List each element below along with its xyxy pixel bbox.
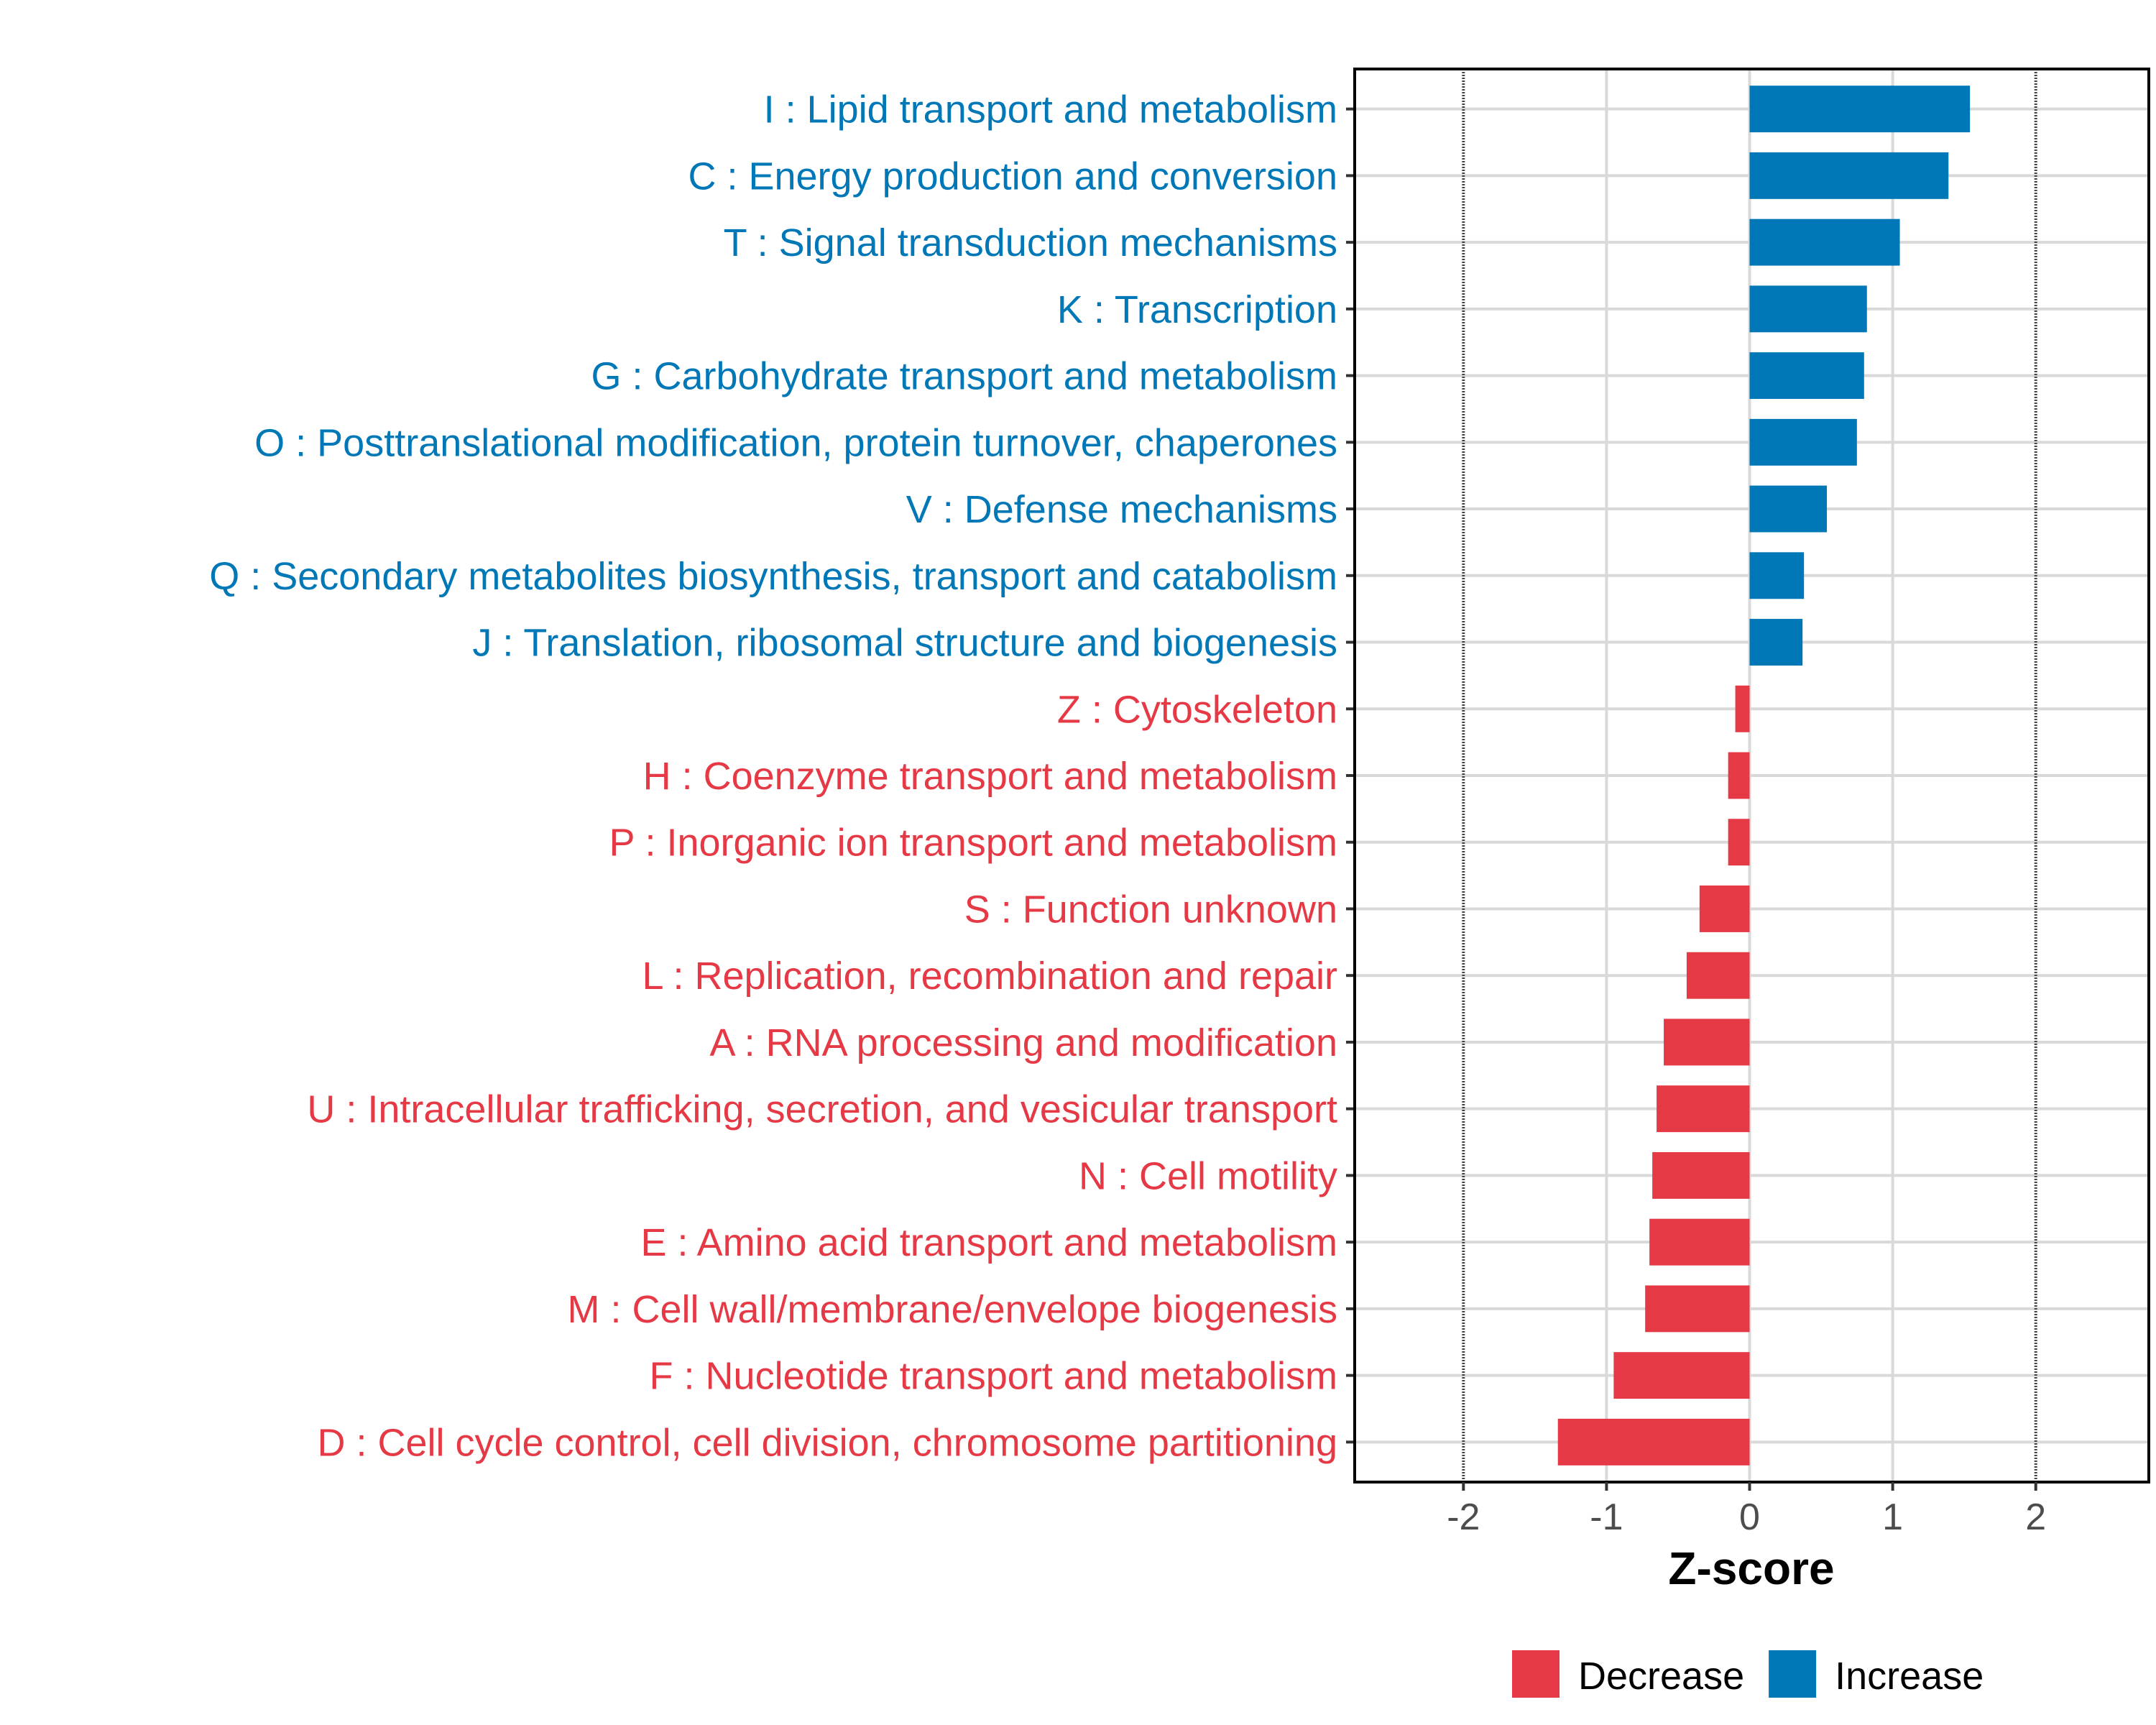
- bar: [1749, 152, 1949, 199]
- category-label: N : Cell motility: [1079, 1154, 1337, 1197]
- category-label: E : Amino acid transport and metabolism: [641, 1221, 1337, 1264]
- panel-border: [1353, 68, 2150, 1484]
- bar: [1749, 86, 1971, 133]
- x-axis: -2 -1 0 1 2: [1353, 68, 2150, 1538]
- bar: [1749, 485, 1828, 533]
- category-label: P : Inorganic ion transport and metaboli…: [609, 822, 1337, 865]
- legend-swatch: [1769, 1650, 1817, 1698]
- bar: [1657, 1085, 1750, 1133]
- category-label: T : Signal transduction mechanisms: [724, 221, 1337, 264]
- bar: [1749, 218, 1900, 266]
- bar: [1613, 1352, 1750, 1399]
- bar: [1749, 285, 1867, 333]
- category-label: U : Intracellular trafficking, secretion…: [307, 1088, 1337, 1131]
- bar: [1699, 886, 1750, 932]
- bar: [1652, 1151, 1750, 1199]
- x-tick-label: 0: [1739, 1496, 1760, 1538]
- category-label: D : Cell cycle control, cell division, c…: [317, 1421, 1337, 1464]
- bar: [1749, 418, 1857, 466]
- legend-label: Decrease: [1578, 1655, 1744, 1698]
- x-axis-title: Z-score: [1668, 1542, 1834, 1594]
- legend-swatch: [1512, 1650, 1560, 1698]
- category-label: G : Carbohydrate transport and metabolis…: [591, 355, 1338, 398]
- bar: [1749, 352, 1864, 400]
- bar: [1686, 952, 1750, 999]
- category-label: S : Function unknown: [964, 888, 1337, 931]
- bar: [1664, 1018, 1750, 1066]
- x-tick-label: 2: [2025, 1496, 2046, 1538]
- category-label: I : Lipid transport and metabolism: [764, 88, 1337, 132]
- category-label: F : Nucleotide transport and metabolism: [650, 1355, 1337, 1398]
- category-label: O : Posttranslational modification, prot…: [254, 421, 1337, 464]
- category-labels: I : Lipid transport and metabolism C : En…: [209, 88, 1355, 1464]
- bar: [1649, 1218, 1750, 1266]
- legend: Decrease Increase: [1512, 1650, 1984, 1698]
- x-tick-label: -1: [1590, 1496, 1623, 1538]
- category-label: M : Cell wall/membrane/envelope biogenes…: [567, 1288, 1337, 1331]
- bars-layer: [1557, 86, 1971, 1466]
- bar: [1749, 552, 1805, 599]
- category-label: J : Translation, ribosomal structure and…: [472, 622, 1337, 665]
- category-label: H : Coenzyme transport and metabolism: [643, 755, 1337, 798]
- category-label: Q : Secondary metabolites biosynthesis, …: [209, 555, 1337, 598]
- bar: [1728, 819, 1750, 866]
- category-label: V : Defense mechanisms: [906, 488, 1337, 531]
- x-tick-label: 1: [1882, 1496, 1903, 1538]
- category-label: C : Energy production and conversion: [688, 155, 1337, 198]
- category-label: L : Replication, recombination and repai…: [642, 954, 1337, 998]
- bar: [1557, 1418, 1750, 1466]
- bar: [1645, 1285, 1750, 1333]
- legend-label: Increase: [1835, 1655, 1984, 1698]
- category-label: A : RNA processing and modification: [710, 1021, 1337, 1064]
- x-tick-label: -2: [1447, 1496, 1480, 1538]
- bar: [1749, 619, 1803, 666]
- bar: [1728, 752, 1750, 799]
- category-label: K : Transcription: [1057, 288, 1337, 331]
- category-label: Z : Cytoskeleton: [1057, 688, 1337, 731]
- grid-layer: [1355, 69, 2149, 1482]
- bar: [1735, 685, 1750, 732]
